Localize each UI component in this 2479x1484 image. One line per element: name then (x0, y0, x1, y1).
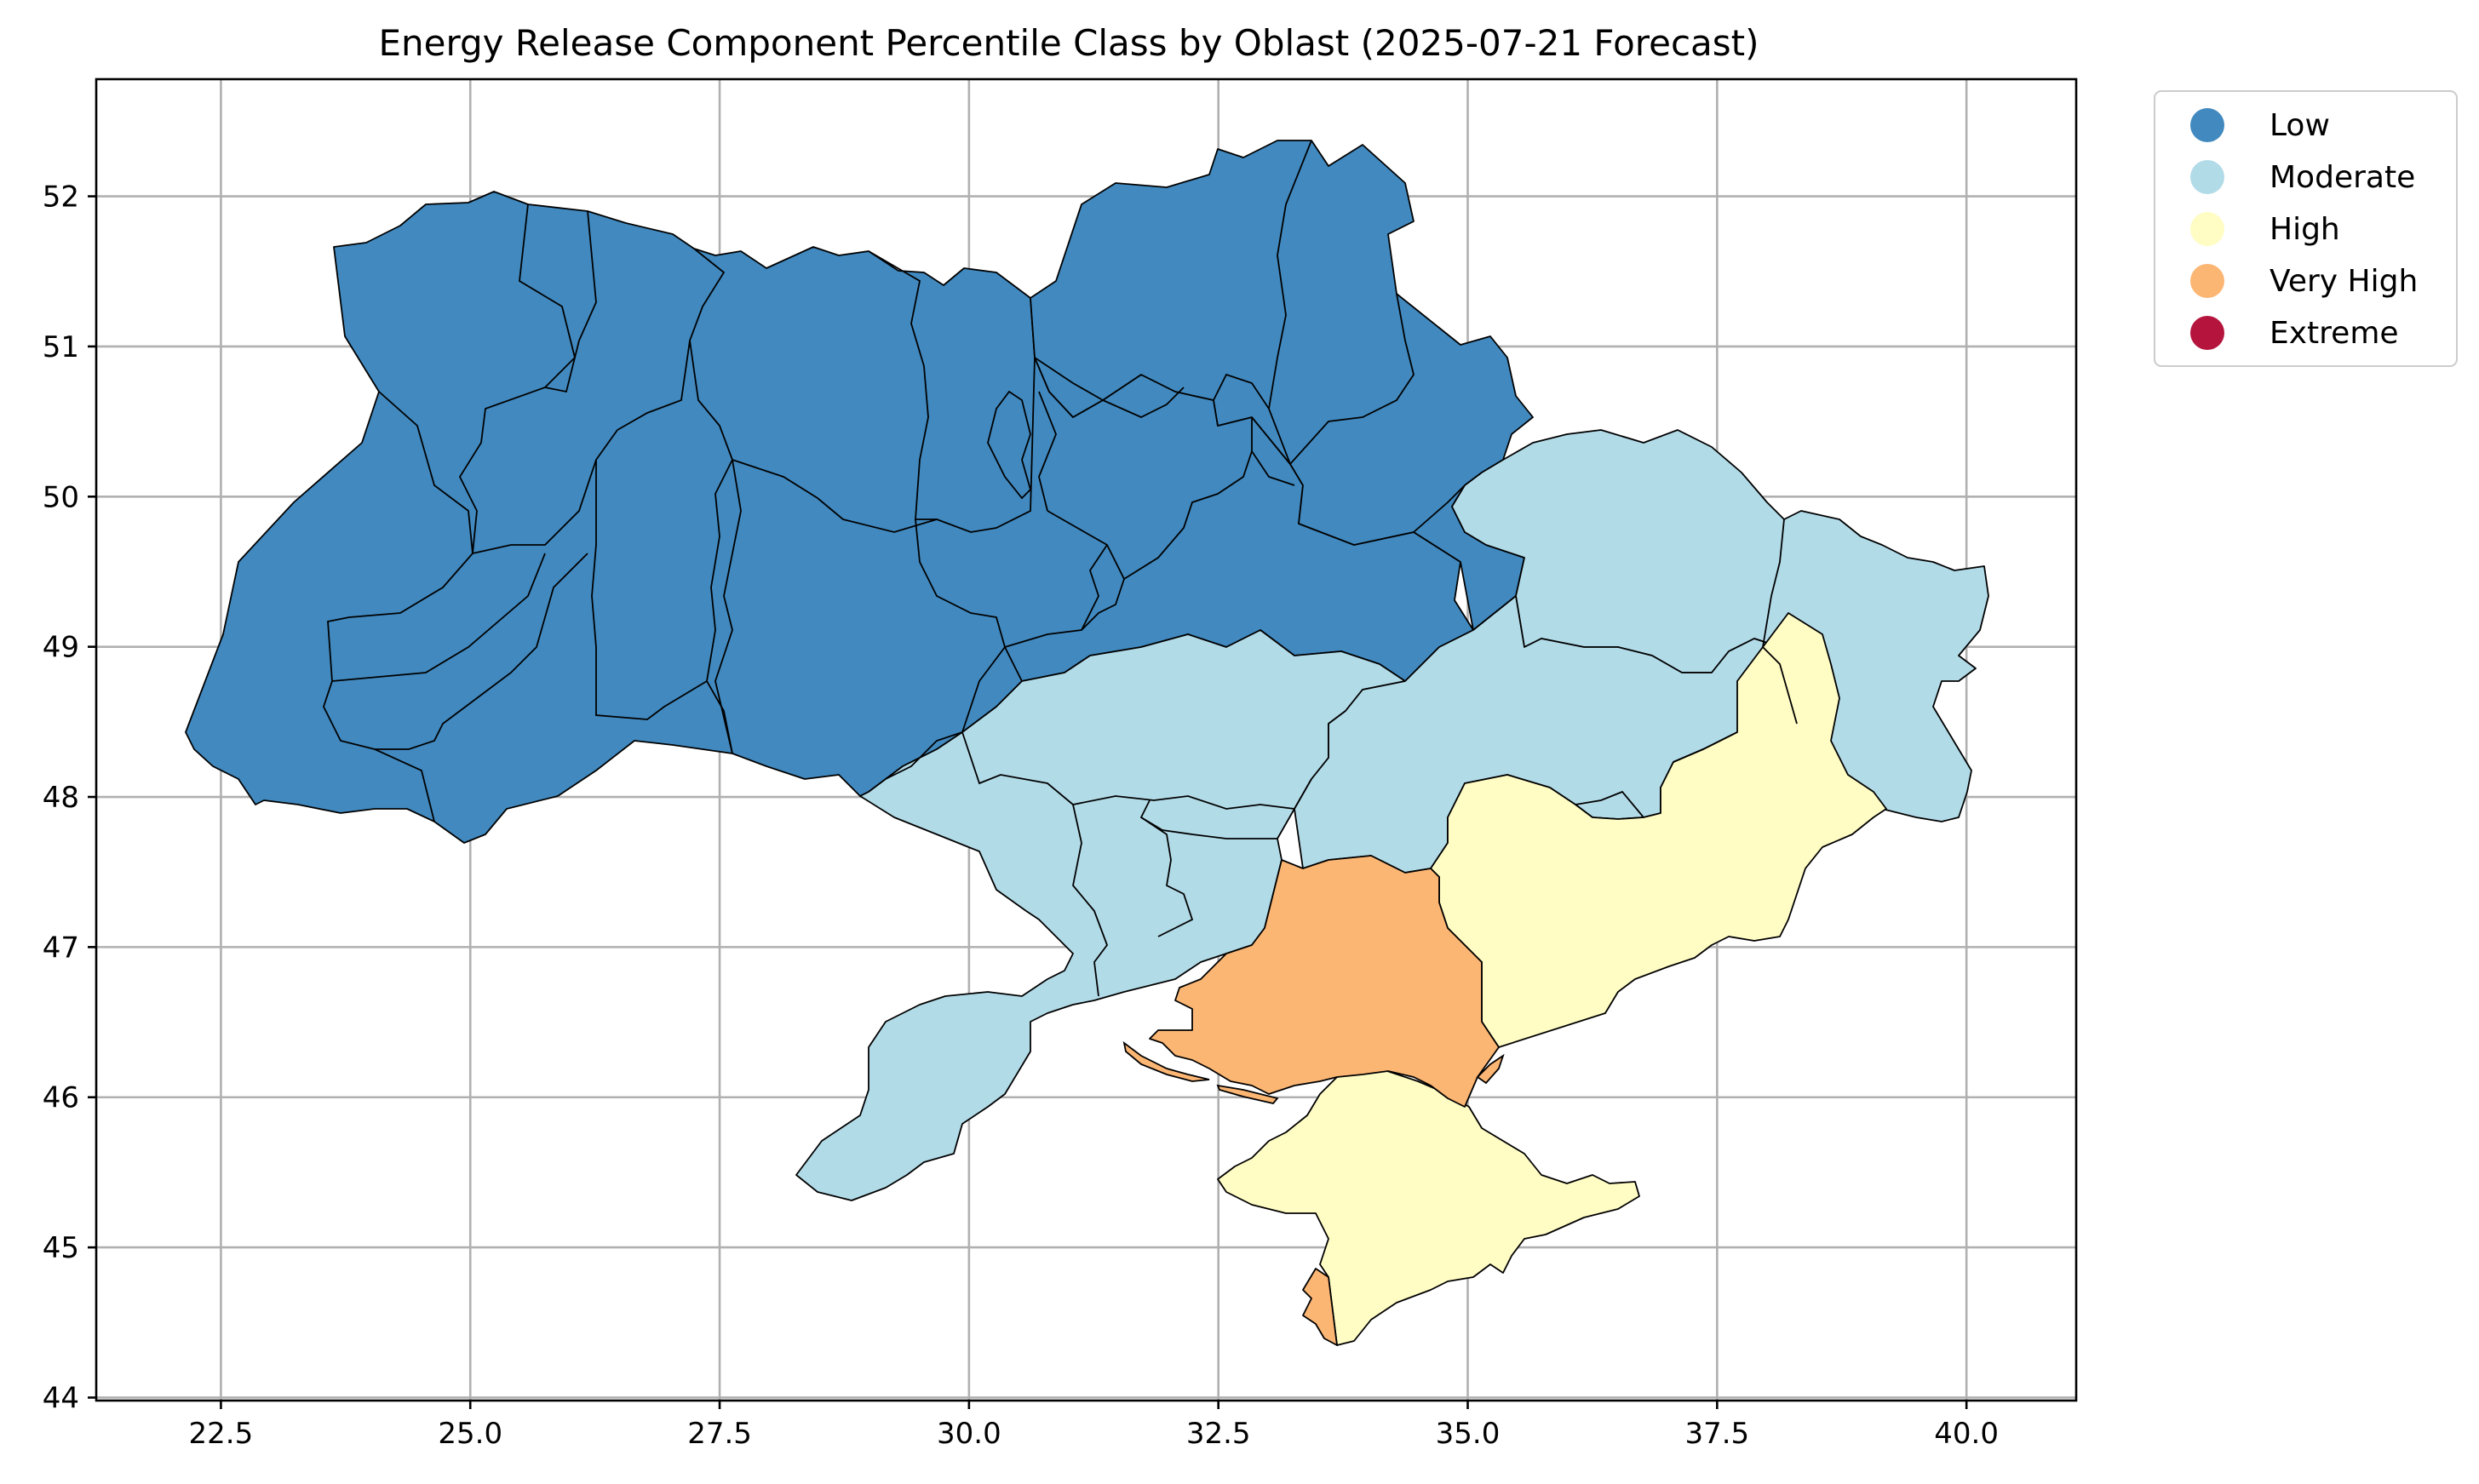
x-tick-label: 32.5 (1186, 1417, 1251, 1451)
x-tick-label: 35.0 (1436, 1417, 1501, 1451)
legend-marker-high (2190, 212, 2224, 246)
y-tick-label: 48 (43, 781, 79, 815)
y-tick-label: 45 (43, 1231, 79, 1265)
x-tick-label: 22.5 (189, 1417, 254, 1451)
region-very-high-kherson (1149, 855, 1500, 1108)
x-tick-label: 27.5 (687, 1417, 752, 1451)
y-tick-label: 47 (43, 931, 79, 965)
x-tick-label: 37.5 (1684, 1417, 1749, 1451)
legend-marker-extreme (2190, 316, 2224, 350)
x-tick-label: 25.0 (438, 1417, 502, 1451)
y-tick-label: 50 (43, 480, 79, 514)
plot-frame (95, 77, 2078, 1402)
y-tick-label: 44 (43, 1381, 79, 1415)
coastal-spits (1122, 1040, 1505, 1105)
legend-marker-very-high (2190, 264, 2224, 298)
legend-marker-moderate (2190, 160, 2224, 194)
y-tick-label: 49 (43, 631, 79, 665)
y-tick-label: 52 (43, 180, 79, 215)
region-very-high-sevastopol (1302, 1268, 1338, 1346)
legend-marker-low (2190, 108, 2224, 142)
region-high-crimea (1217, 1068, 1640, 1346)
legend-label: Extreme (2270, 316, 2399, 351)
oblast-regions (185, 140, 1989, 1346)
legend-label: High (2270, 212, 2340, 247)
y-axis-ticks: 44 45 46 47 48 49 50 51 52 (43, 180, 96, 1415)
map-title: Energy Release Component Percentile Clas… (378, 22, 1759, 64)
legend-label: Very High (2270, 264, 2418, 299)
oblast-borders (323, 140, 1798, 997)
region-moderate-south-west (795, 629, 1406, 1201)
legend: Low Moderate High Very High Extreme (2154, 90, 2458, 367)
y-tick-label: 51 (43, 330, 79, 364)
x-tick-label: 40.0 (1934, 1417, 1999, 1451)
legend-label: Low (2270, 108, 2330, 143)
legend-label: Moderate (2270, 160, 2415, 195)
x-tick-label: 30.0 (937, 1417, 1001, 1451)
x-axis-ticks: 22.5 25.0 27.5 30.0 32.5 35.0 37.5 40.0 (189, 1401, 1999, 1451)
y-tick-label: 46 (43, 1081, 79, 1115)
legend-frame (2154, 90, 2458, 367)
